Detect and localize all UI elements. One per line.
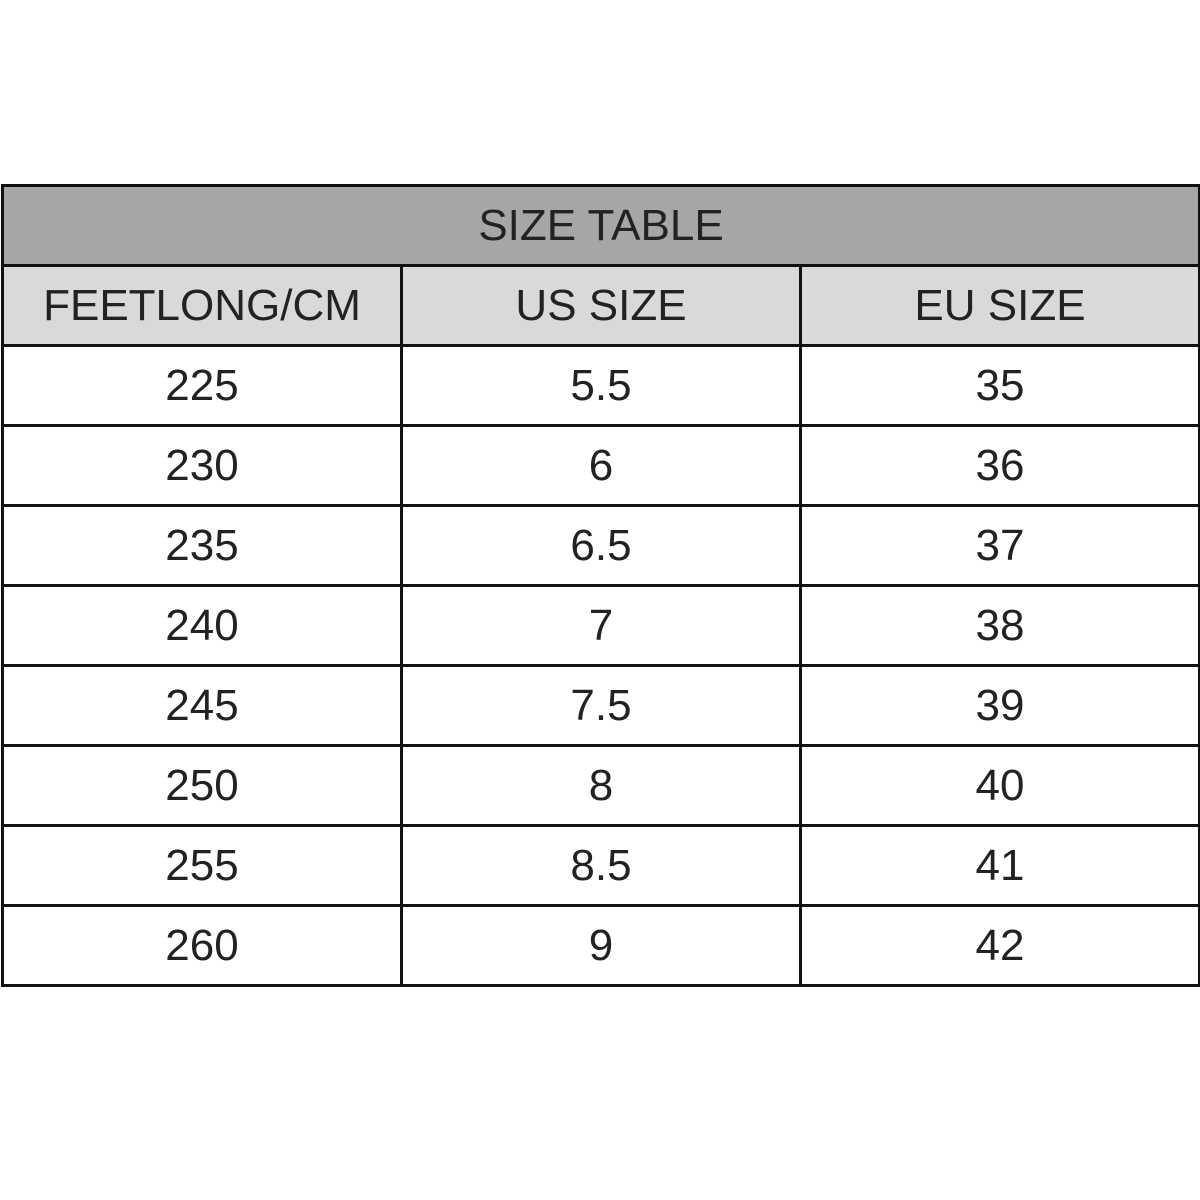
cell-eu-size: 41 — [798, 824, 1200, 907]
cell-feet-length: 235 — [1, 504, 403, 587]
cell-feet-length: 240 — [1, 584, 403, 667]
cell-eu-size: 39 — [798, 664, 1200, 747]
cell-eu-size: 35 — [798, 344, 1200, 427]
table-row: 225 5.5 35 — [1, 344, 1200, 427]
table-row: 230 6 36 — [1, 424, 1200, 507]
cell-feet-length: 225 — [1, 344, 403, 427]
cell-eu-size: 38 — [798, 584, 1200, 667]
cell-feet-length: 260 — [1, 904, 403, 987]
table-row: 245 7.5 39 — [1, 664, 1200, 747]
cell-feet-length: 250 — [1, 744, 403, 827]
cell-us-size: 9 — [400, 904, 802, 987]
header-row: FEETLONG/CM US SIZE EU SIZE — [1, 264, 1200, 347]
cell-eu-size: 37 — [798, 504, 1200, 587]
cell-us-size: 7 — [400, 584, 802, 667]
column-header-feet-length: FEETLONG/CM — [1, 264, 403, 347]
cell-feet-length: 255 — [1, 824, 403, 907]
table-row: 250 8 40 — [1, 744, 1200, 827]
size-table: SIZE TABLE FEETLONG/CM US SIZE EU SIZE 2… — [0, 184, 1200, 987]
cell-feet-length: 245 — [1, 664, 403, 747]
title-row: SIZE TABLE — [0, 184, 1200, 267]
table-title: SIZE TABLE — [0, 184, 1200, 267]
cell-us-size: 8.5 — [400, 824, 802, 907]
cell-us-size: 5.5 — [400, 344, 802, 427]
cell-feet-length: 230 — [1, 424, 403, 507]
table-row: 235 6.5 37 — [1, 504, 1200, 587]
table-row: 255 8.5 41 — [1, 824, 1200, 907]
table-row: 260 9 42 — [1, 904, 1200, 987]
cell-eu-size: 40 — [798, 744, 1200, 827]
cell-us-size: 8 — [400, 744, 802, 827]
cell-us-size: 6.5 — [400, 504, 802, 587]
column-header-us-size: US SIZE — [400, 264, 802, 347]
column-header-eu-size: EU SIZE — [798, 264, 1200, 347]
cell-us-size: 7.5 — [400, 664, 802, 747]
table-row: 240 7 38 — [1, 584, 1200, 667]
cell-eu-size: 36 — [798, 424, 1200, 507]
cell-us-size: 6 — [400, 424, 802, 507]
cell-eu-size: 42 — [798, 904, 1200, 987]
